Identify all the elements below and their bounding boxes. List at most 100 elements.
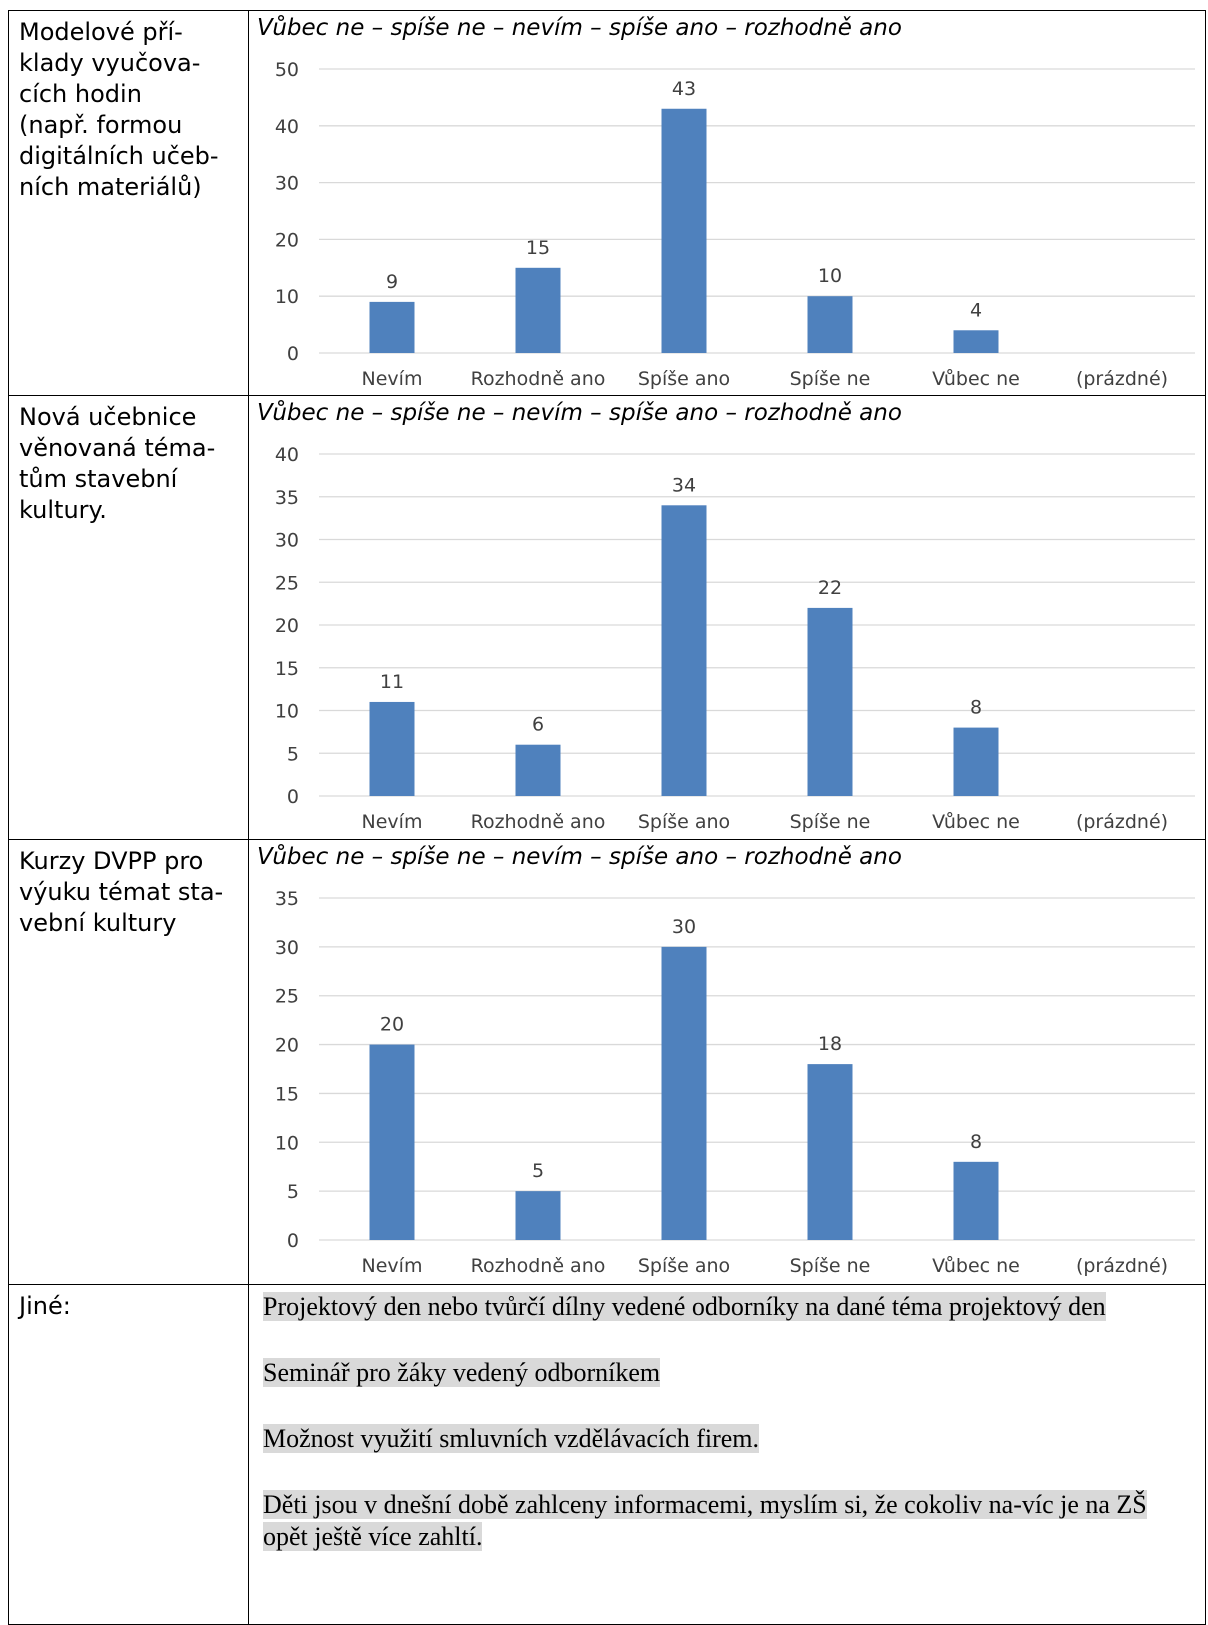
row-label-cell: Jiné: [8, 1284, 249, 1625]
y-tick-label: 10 [275, 701, 299, 723]
data-label: 11 [380, 671, 404, 693]
y-tick-label: 0 [287, 343, 299, 365]
x-tick-label: Rozhodně ano [471, 1255, 606, 1277]
row-label-cell: Modelové pří- klady vyučova- cích hodin … [8, 10, 249, 396]
bar [369, 701, 415, 796]
y-tick-label: 10 [275, 1132, 299, 1154]
data-label: 15 [526, 237, 550, 259]
table-row: Kurzy DVPP pro výuku témat sta- vební ku… [8, 839, 1206, 1285]
y-tick-label: 20 [275, 229, 299, 251]
row-label: Jiné: [19, 1292, 71, 1320]
document-page: Modelové pří- klady vyučova- cích hodin … [8, 10, 1206, 1625]
answer-scale: Vůbec ne – spíše ne – nevím – spíše ano … [257, 844, 902, 870]
data-label: 9 [386, 271, 398, 293]
data-label: 8 [970, 1131, 982, 1153]
answer-scale: Vůbec ne – spíše ne – nevím – spíše ano … [257, 400, 902, 426]
answer-text: Seminář pro žáky vedený odborníkem [263, 1358, 661, 1387]
x-tick-label: Spíše ne [790, 811, 871, 833]
x-tick-label: Rozhodně ano [471, 811, 606, 833]
x-tick-label: Spíše ne [790, 1255, 871, 1277]
row-label: Modelové pří- klady vyučova- cích hodin … [19, 18, 219, 201]
y-tick-label: 35 [275, 487, 299, 509]
x-tick-label: Spíše ano [638, 1255, 730, 1277]
data-label: 22 [818, 577, 842, 599]
row-label: Kurzy DVPP pro výuku témat sta- vební ku… [19, 847, 224, 937]
x-tick-label: (prázdné) [1076, 1255, 1168, 1277]
y-tick-label: 10 [275, 286, 299, 308]
x-tick-label: Vůbec ne [932, 368, 1020, 390]
data-label: 5 [532, 1160, 544, 1182]
bar [807, 1064, 853, 1240]
bar [953, 330, 999, 353]
y-tick-label: 5 [287, 1181, 299, 1203]
y-tick-label: 40 [275, 444, 299, 466]
bar [369, 1044, 415, 1240]
row-label-cell: Nová učebnice věnovaná téma- tům stavebn… [8, 395, 249, 840]
x-tick-label: (prázdné) [1076, 368, 1168, 390]
data-label: 6 [532, 714, 544, 736]
x-tick-label: Vůbec ne [932, 811, 1020, 833]
y-tick-label: 0 [287, 1230, 299, 1252]
x-tick-label: Nevím [362, 811, 423, 833]
y-tick-label: 30 [275, 937, 299, 959]
y-tick-label: 15 [275, 658, 299, 680]
x-tick-label: (prázdné) [1076, 811, 1168, 833]
y-tick-label: 30 [275, 530, 299, 552]
table-row: Jiné: Projektový den nebo tvůrčí dílny v… [8, 1284, 1206, 1625]
data-label: 10 [818, 265, 842, 287]
y-tick-label: 40 [275, 116, 299, 138]
y-tick-label: 50 [275, 59, 299, 81]
x-tick-label: Spíše ne [790, 368, 871, 390]
chart-cell: Vůbec ne – spíše ne – nevím – spíše ano … [248, 395, 1206, 840]
answers-cell: Projektový den nebo tvůrčí dílny vedené … [248, 1284, 1206, 1625]
y-tick-label: 35 [275, 888, 299, 910]
bar [515, 267, 561, 353]
bar [953, 727, 999, 796]
answer-scale: Vůbec ne – spíše ne – nevím – spíše ano … [257, 15, 902, 41]
answer-text: Projektový den nebo tvůrčí dílny vedené … [263, 1292, 1106, 1321]
y-tick-label: 25 [275, 986, 299, 1008]
bar [661, 946, 707, 1240]
y-tick-label: 25 [275, 572, 299, 594]
bar [515, 1191, 561, 1240]
survey-table: Modelové pří- klady vyučova- cích hodin … [8, 10, 1206, 1625]
bar-chart-1: 0 10 20 30 40 50 Nevím 9 Rozhodně ano 15 Spíše ano… [275, 59, 1195, 390]
bar [807, 607, 853, 796]
y-tick-label: 20 [275, 1035, 299, 1057]
y-tick-label: 30 [275, 173, 299, 195]
answer-text: Děti jsou v dnešní době zahlceny informa… [263, 1490, 1147, 1551]
data-label: 4 [970, 299, 982, 321]
bar [953, 1161, 999, 1240]
x-tick-label: Spíše ano [638, 368, 730, 390]
data-label: 18 [818, 1033, 842, 1055]
bar [661, 108, 707, 353]
x-tick-label: Rozhodně ano [471, 368, 606, 390]
bar [369, 301, 415, 353]
data-label: 20 [380, 1014, 404, 1036]
bar [661, 505, 707, 796]
bar-chart-2: 0 5 10 15 20 25 30 35 40 Nevím 11 Rozhodně ano 6 Spíš… [275, 444, 1195, 833]
y-tick-label: 15 [275, 1083, 299, 1105]
other-answers: Projektový den nebo tvůrčí dílny vedené … [257, 1287, 1205, 1553]
x-tick-label: Nevím [362, 1255, 423, 1277]
table-row: Modelové pří- klady vyučova- cích hodin … [8, 10, 1206, 396]
x-tick-label: Vůbec ne [932, 1255, 1020, 1277]
y-tick-label: 0 [287, 786, 299, 808]
bar [515, 744, 561, 796]
y-tick-label: 5 [287, 743, 299, 765]
bar [807, 296, 853, 353]
data-label: 34 [672, 474, 696, 496]
chart-cell: Vůbec ne – spíše ne – nevím – spíše ano … [248, 10, 1206, 396]
y-tick-label: 20 [275, 615, 299, 637]
bar-chart-3: 0 5 10 15 20 25 30 35 Nevím 20 Rozhodně ano 5 Spíše … [275, 888, 1195, 1277]
data-label: 8 [970, 697, 982, 719]
data-label: 30 [672, 916, 696, 938]
table-row: Nová učebnice věnovaná téma- tům stavebn… [8, 395, 1206, 840]
row-label: Nová učebnice věnovaná téma- tům stavebn… [19, 403, 216, 524]
x-tick-label: Spíše ano [638, 811, 730, 833]
x-tick-label: Nevím [362, 368, 423, 390]
data-label: 43 [672, 78, 696, 100]
chart-cell: Vůbec ne – spíše ne – nevím – spíše ano … [248, 839, 1206, 1285]
answer-text: Možnost využití smluvních vzdělávacích f… [263, 1424, 760, 1453]
row-label-cell: Kurzy DVPP pro výuku témat sta- vební ku… [8, 839, 249, 1285]
